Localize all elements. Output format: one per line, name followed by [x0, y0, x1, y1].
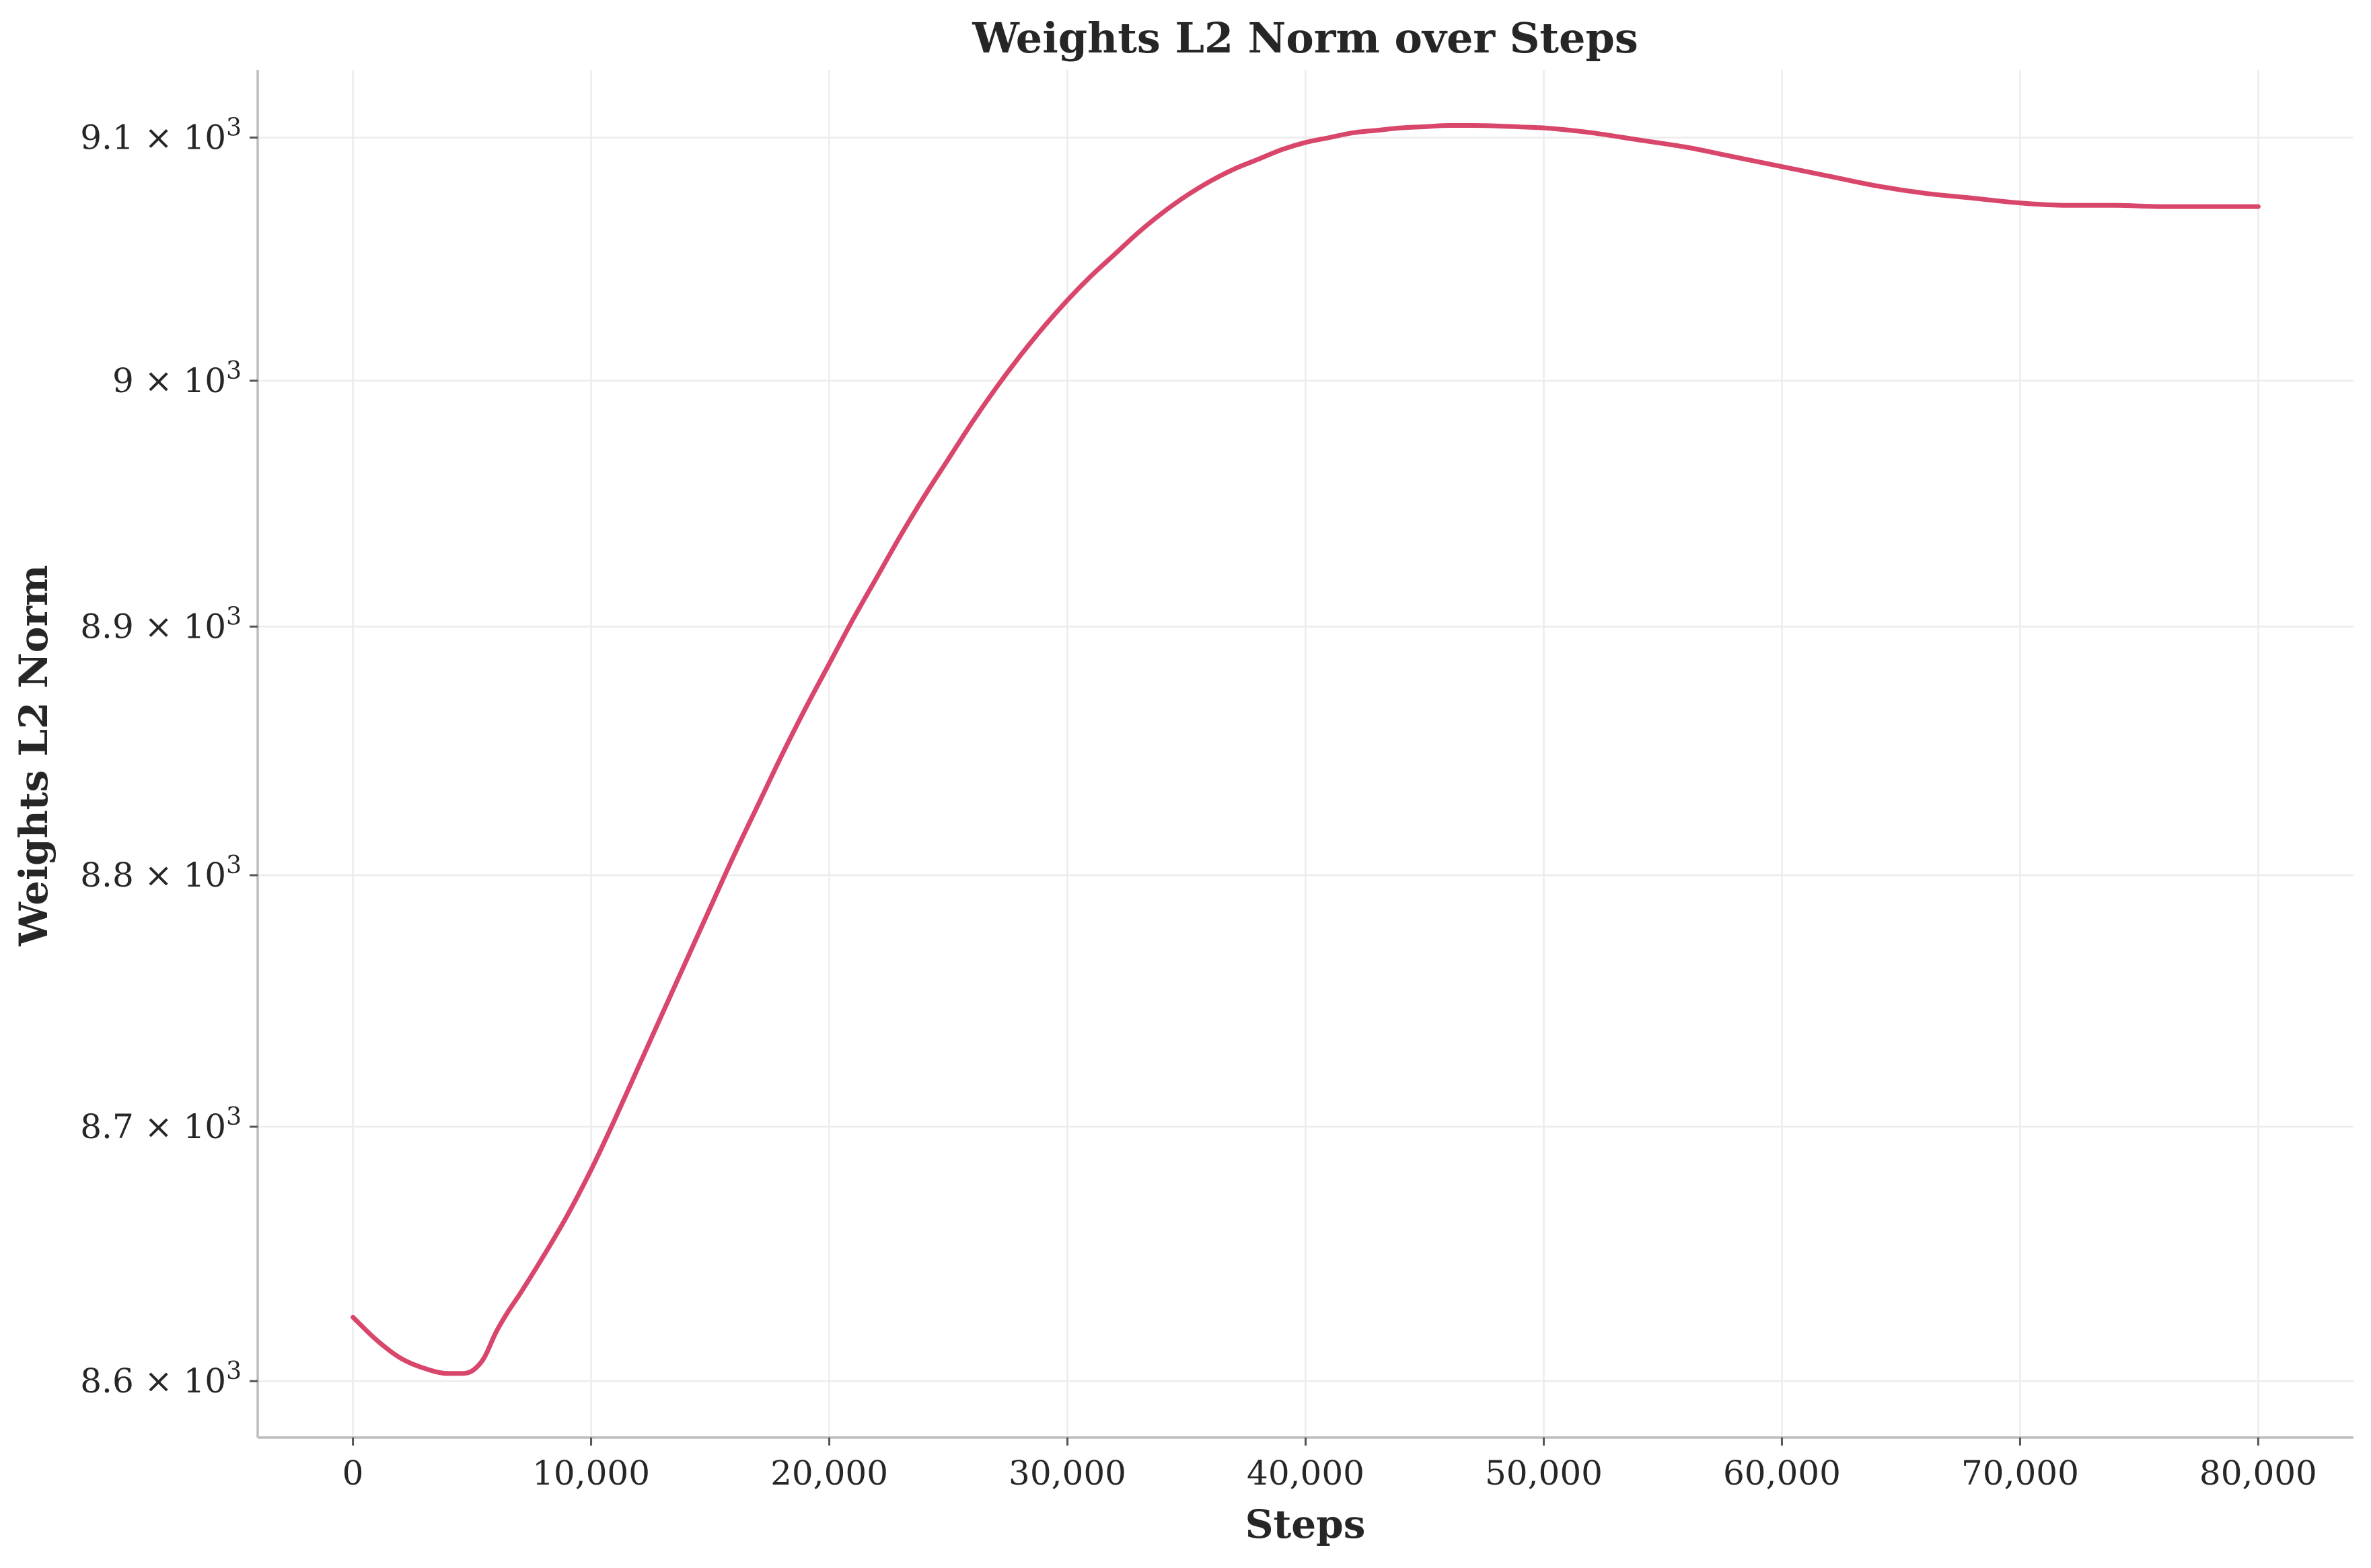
y-tick-times-sign: × [134, 1361, 184, 1401]
y-tick-label: 9 × 103 [112, 357, 242, 400]
y-tick-label: 8.8 × 103 [80, 852, 242, 895]
series-group [351, 123, 2261, 1376]
y-tick-times-sign: × [134, 118, 184, 157]
x-tick-label: 80,000 [2199, 1454, 2317, 1493]
y-tick-mantissa: 8.8 [80, 856, 134, 895]
y-tick-exponent: 3 [226, 357, 242, 385]
y-tick-exponent: 3 [226, 852, 242, 879]
y-tick-exponent: 3 [226, 1103, 242, 1131]
y-tick-base: 10 [183, 856, 226, 895]
x-tick-label: 40,000 [1247, 1454, 1364, 1493]
y-tick-label: 8.9 × 103 [80, 603, 242, 646]
y-tick-times-sign: × [134, 607, 184, 646]
y-tick-base: 10 [183, 607, 226, 646]
y-tick-exponent: 3 [226, 603, 242, 630]
y-tick-exponent: 3 [226, 1357, 242, 1385]
x-tick-label: 10,000 [532, 1454, 650, 1493]
y-tick-times-sign: × [134, 856, 184, 895]
x-tick-label: 50,000 [1485, 1454, 1603, 1493]
axis-ticks: 0 10,000 20,000 30,000 40,000 50,000 60,000 70,… [80, 114, 2317, 1493]
y-tick-base: 10 [183, 118, 226, 157]
y-tick-exponent: 3 [226, 114, 242, 142]
x-tick-label: 60,000 [1723, 1454, 1841, 1493]
y-axis-label: Weights L2 Norm [11, 565, 57, 947]
y-tick-mantissa: 8.9 [80, 607, 134, 646]
x-tick-label: 30,000 [1009, 1454, 1126, 1493]
y-tick-base: 10 [183, 1107, 226, 1146]
y-tick-base: 10 [183, 361, 226, 400]
series-line [351, 123, 2261, 1376]
x-tick-label: 0 [342, 1454, 364, 1493]
grid [258, 70, 2354, 1438]
y-tick-times-sign: × [134, 1107, 184, 1146]
chart-title: Weights L2 Norm over Steps [972, 13, 1638, 63]
x-axis-label: Steps [1245, 1501, 1366, 1547]
y-tick-times-sign: × [134, 361, 184, 400]
y-tick-label: 8.6 × 103 [80, 1357, 242, 1401]
y-tick-label: 8.7 × 103 [80, 1103, 242, 1146]
y-tick-mantissa: 8.7 [80, 1107, 134, 1146]
y-tick-mantissa: 9.1 [80, 118, 134, 157]
y-tick-mantissa: 8.6 [80, 1361, 134, 1401]
x-tick-label: 20,000 [770, 1454, 888, 1493]
y-tick-label: 9.1 × 103 [80, 114, 242, 157]
y-tick-mantissa: 9 [112, 361, 134, 400]
x-tick-label: 70,000 [1961, 1454, 2079, 1493]
y-tick-base: 10 [183, 1361, 226, 1401]
